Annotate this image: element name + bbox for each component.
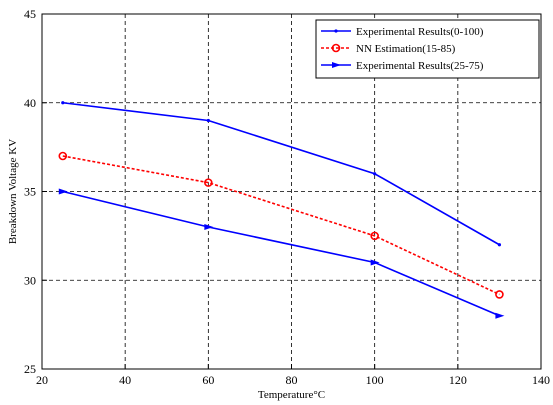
x-tick-label: 100 (366, 373, 384, 387)
series-line (62, 190, 500, 317)
data-point (370, 231, 379, 241)
data-series (58, 101, 505, 319)
data-point (495, 290, 504, 299)
y-tick-label: 25 (24, 362, 36, 376)
legend-marker (332, 62, 341, 68)
x-tick-label: 140 (532, 373, 550, 387)
series-2 (58, 151, 504, 299)
x-tick-label: 120 (449, 373, 467, 387)
legend-entry: Experimental Results(25-75) (321, 60, 484, 72)
legend-label: Experimental Results(0-100) (356, 26, 484, 38)
data-point (370, 259, 380, 266)
data-point (58, 188, 68, 195)
data-point (206, 118, 210, 123)
legend-label: NN Estimation(15-85) (356, 43, 456, 55)
data-point (497, 243, 502, 247)
legend-entry: Experimental Results(0-100) (321, 26, 484, 38)
data-point (61, 101, 65, 105)
data-point (204, 224, 214, 230)
legend: Experimental Results(0-100) NN Estimation… (315, 19, 540, 79)
series-line (62, 155, 500, 296)
x-tick-label: 60 (202, 373, 214, 387)
series-3 (58, 188, 505, 319)
x-axis-label: Temperature°C (258, 389, 325, 401)
y-tick-label: 30 (24, 273, 36, 287)
y-tick-label: 40 (24, 96, 36, 110)
axis-ticks: 20 40 60 80 100 120 140 25 30 35 40 45 (24, 7, 550, 387)
x-tick-label: 80 (286, 373, 298, 387)
series-line (62, 101, 500, 246)
legend-marker (334, 29, 338, 33)
data-point (495, 312, 505, 319)
legend-entry: NN Estimation(15-85) (321, 43, 456, 55)
y-tick-label: 35 (24, 185, 36, 199)
x-tick-label: 20 (36, 373, 48, 387)
y-tick-label: 45 (24, 7, 36, 21)
legend-label: Experimental Results(25-75) (356, 60, 484, 72)
legend-marker (331, 43, 341, 53)
series-1 (61, 101, 502, 247)
x-tick-label: 40 (119, 373, 131, 387)
grid-lines (42, 14, 541, 369)
data-point (373, 172, 377, 176)
legend-box (315, 19, 540, 79)
y-axis-label: Breakdown Voltage KV (7, 139, 19, 244)
data-point (204, 178, 213, 187)
data-point (58, 151, 68, 161)
